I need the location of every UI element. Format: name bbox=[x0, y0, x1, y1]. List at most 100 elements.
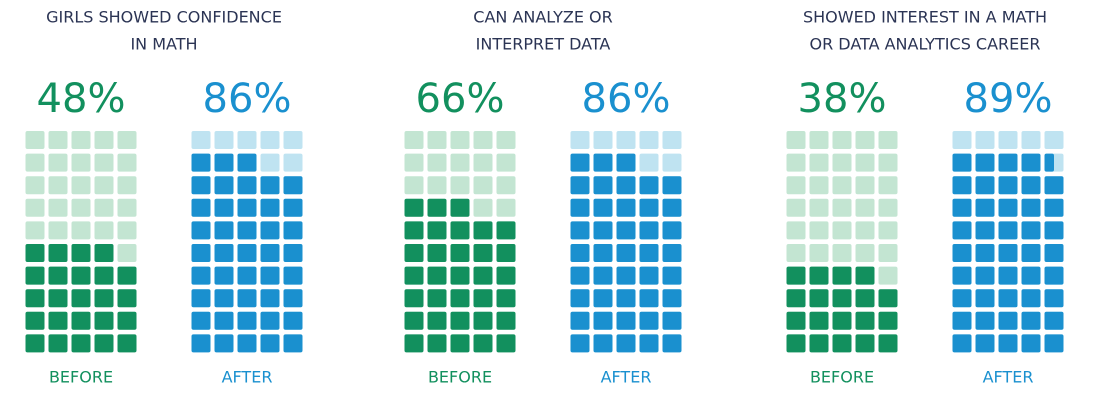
waffle-cell bbox=[878, 266, 898, 285]
waffle-cell-filled bbox=[1044, 176, 1064, 195]
waffle-cell bbox=[117, 198, 137, 217]
waffle-cell-filled bbox=[427, 289, 447, 308]
waffle-cell-filled bbox=[570, 244, 590, 262]
category-label: BEFORE bbox=[49, 368, 113, 387]
waffle-cell-filled bbox=[975, 221, 995, 240]
panel-title: OR DATA ANALYTICS CAREER bbox=[810, 35, 1041, 54]
waffle-cell-filled bbox=[570, 266, 590, 285]
waffle-cell bbox=[878, 221, 898, 240]
waffle-cell-filled bbox=[809, 266, 829, 285]
waffle-cell-filled bbox=[404, 198, 424, 217]
waffle-cell-filled bbox=[786, 289, 806, 308]
waffle-cell-filled bbox=[998, 289, 1018, 308]
waffle-cell-filled bbox=[570, 153, 590, 172]
waffle-cell-filled bbox=[260, 198, 280, 217]
waffle-cell-filled bbox=[496, 221, 516, 240]
waffle-cell-filled bbox=[260, 244, 280, 262]
waffle-cell-filled bbox=[1044, 311, 1064, 330]
waffle-cell-filled bbox=[1021, 176, 1041, 195]
waffle-cell-filled bbox=[593, 289, 613, 308]
waffle-cell-filled bbox=[260, 176, 280, 195]
waffle-cell bbox=[117, 221, 137, 240]
waffle-cell-filled bbox=[616, 311, 636, 330]
waffle-cell-filled bbox=[952, 198, 972, 217]
waffle-cell-filled bbox=[191, 153, 211, 172]
waffle-cell bbox=[94, 153, 114, 172]
waffle-cell bbox=[855, 131, 875, 149]
waffle-cell-filled bbox=[1021, 334, 1041, 353]
waffle-cell bbox=[404, 131, 424, 149]
waffle-cell bbox=[952, 131, 972, 149]
waffle-cell-filled bbox=[662, 221, 682, 240]
waffle-cell-filled bbox=[975, 266, 995, 285]
waffle-cell-filled bbox=[214, 244, 234, 262]
waffle-cell-filled bbox=[94, 334, 114, 353]
waffle-cell-filled bbox=[639, 334, 659, 353]
waffle-fill bbox=[570, 153, 682, 353]
waffle-cell-filled bbox=[191, 334, 211, 353]
waffle-cell bbox=[878, 153, 898, 172]
waffle-cell-filled bbox=[117, 266, 137, 285]
waffle-cell-filled bbox=[48, 311, 68, 330]
category-label: BEFORE bbox=[810, 368, 874, 387]
waffle-cell-filled bbox=[25, 266, 45, 285]
waffle-cell bbox=[786, 244, 806, 262]
waffle-cell bbox=[283, 153, 303, 172]
waffle-cell bbox=[71, 153, 91, 172]
waffle-cell bbox=[427, 131, 447, 149]
waffle-cell bbox=[25, 131, 45, 149]
waffle-cell bbox=[809, 244, 829, 262]
panel-title: CAN ANALYZE OR bbox=[473, 8, 612, 27]
waffle-cell-filled bbox=[570, 176, 590, 195]
waffle-cell-filled bbox=[975, 311, 995, 330]
waffle-cell-filled bbox=[1021, 198, 1041, 217]
waffle-cell-filled bbox=[237, 311, 257, 330]
waffle-cell-filled bbox=[1044, 198, 1064, 217]
waffle-cell-filled bbox=[404, 244, 424, 262]
waffle-cell-filled bbox=[593, 334, 613, 353]
waffle-cell bbox=[809, 198, 829, 217]
waffle-cell-filled bbox=[952, 221, 972, 240]
waffle-cell-filled bbox=[191, 198, 211, 217]
waffle-cell-filled bbox=[427, 266, 447, 285]
waffle-cell-filled bbox=[855, 334, 875, 353]
waffle-cell-filled bbox=[570, 221, 590, 240]
waffle-cell bbox=[639, 153, 659, 172]
waffle-cell-filled bbox=[473, 334, 493, 353]
waffle-cell-filled bbox=[1044, 334, 1064, 353]
waffle-cell bbox=[855, 176, 875, 195]
waffle-cell bbox=[593, 131, 613, 149]
waffle-cell-filled bbox=[1044, 289, 1064, 308]
waffle-cell-filled bbox=[662, 266, 682, 285]
waffle-cell-filled bbox=[832, 266, 852, 285]
waffle-cell-filled bbox=[1021, 289, 1041, 308]
waffle-cell-filled bbox=[639, 198, 659, 217]
waffle-cell-filled bbox=[237, 221, 257, 240]
waffle-cell-filled bbox=[48, 266, 68, 285]
waffle-cell bbox=[427, 176, 447, 195]
waffle-cell bbox=[832, 176, 852, 195]
waffle-cell bbox=[855, 221, 875, 240]
waffle-cell-filled bbox=[616, 198, 636, 217]
waffle-cell-filled bbox=[1021, 221, 1041, 240]
waffle-cell-filled bbox=[473, 221, 493, 240]
waffle-cell bbox=[809, 153, 829, 172]
waffle-cell-filled bbox=[1021, 153, 1041, 172]
waffle-cell bbox=[71, 131, 91, 149]
waffle-cell bbox=[48, 131, 68, 149]
waffle-cell-filled bbox=[975, 289, 995, 308]
waffle-cell bbox=[616, 131, 636, 149]
waffle-cell-filled bbox=[855, 266, 875, 285]
waffle-cell-filled bbox=[260, 289, 280, 308]
category-label: AFTER bbox=[983, 368, 1034, 387]
waffle-cell-filled bbox=[214, 198, 234, 217]
waffle-fill bbox=[952, 153, 1064, 353]
waffle-cell-filled bbox=[639, 244, 659, 262]
waffle-cell-filled bbox=[283, 176, 303, 195]
waffle-cell-filled bbox=[71, 289, 91, 308]
waffle-cell-filled bbox=[975, 153, 995, 172]
waffle-cell bbox=[473, 153, 493, 172]
waffle-cell-filled bbox=[1021, 266, 1041, 285]
waffle-cell-filled bbox=[639, 221, 659, 240]
waffle-cell-filled bbox=[427, 311, 447, 330]
